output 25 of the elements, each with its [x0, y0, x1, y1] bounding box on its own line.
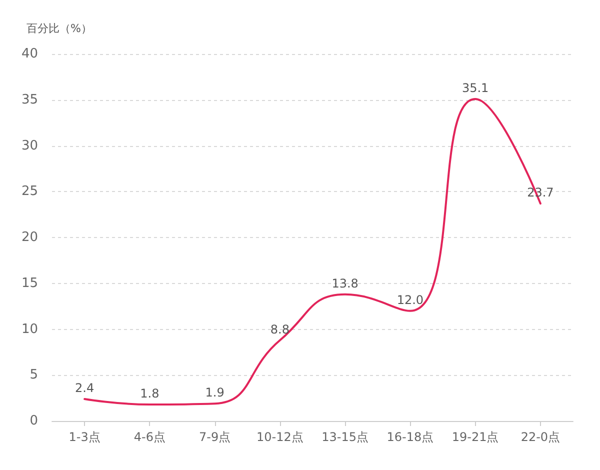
x-tick-label: 19-21点: [452, 430, 499, 444]
y-tick-label: 10: [21, 322, 38, 337]
y-tick-label: 30: [21, 138, 38, 154]
x-tick-label: 7-9点: [199, 430, 231, 444]
x-tick-label: 4-6点: [134, 430, 166, 444]
x-tick-label: 13-15点: [322, 430, 368, 444]
y-tick-label: 15: [21, 276, 38, 291]
x-tick-label: 10-12点: [256, 430, 304, 444]
data-label: 8.8: [270, 322, 290, 336]
data-label: 2.4: [75, 380, 94, 395]
y-tick-label: 25: [21, 184, 38, 200]
data-label: 1.9: [205, 386, 224, 400]
data-label: 13.8: [332, 276, 358, 290]
data-label: 1.8: [140, 386, 160, 400]
y-tick-label: 35: [21, 92, 38, 108]
y-tick-label: 40: [21, 46, 38, 62]
x-tick-label: 22-0点: [520, 430, 560, 444]
y-tick-label: 0: [30, 414, 38, 428]
data-label: 12.0: [396, 292, 424, 307]
data-label: 35.1: [462, 80, 489, 95]
y-tick-label: 20: [21, 230, 38, 245]
x-tick-label: 1-3点: [68, 430, 100, 444]
y-axis-title: 百分比（%）: [26, 22, 92, 35]
x-tick-label: 16-18点: [386, 430, 434, 444]
y-tick-label: 5: [30, 368, 38, 383]
